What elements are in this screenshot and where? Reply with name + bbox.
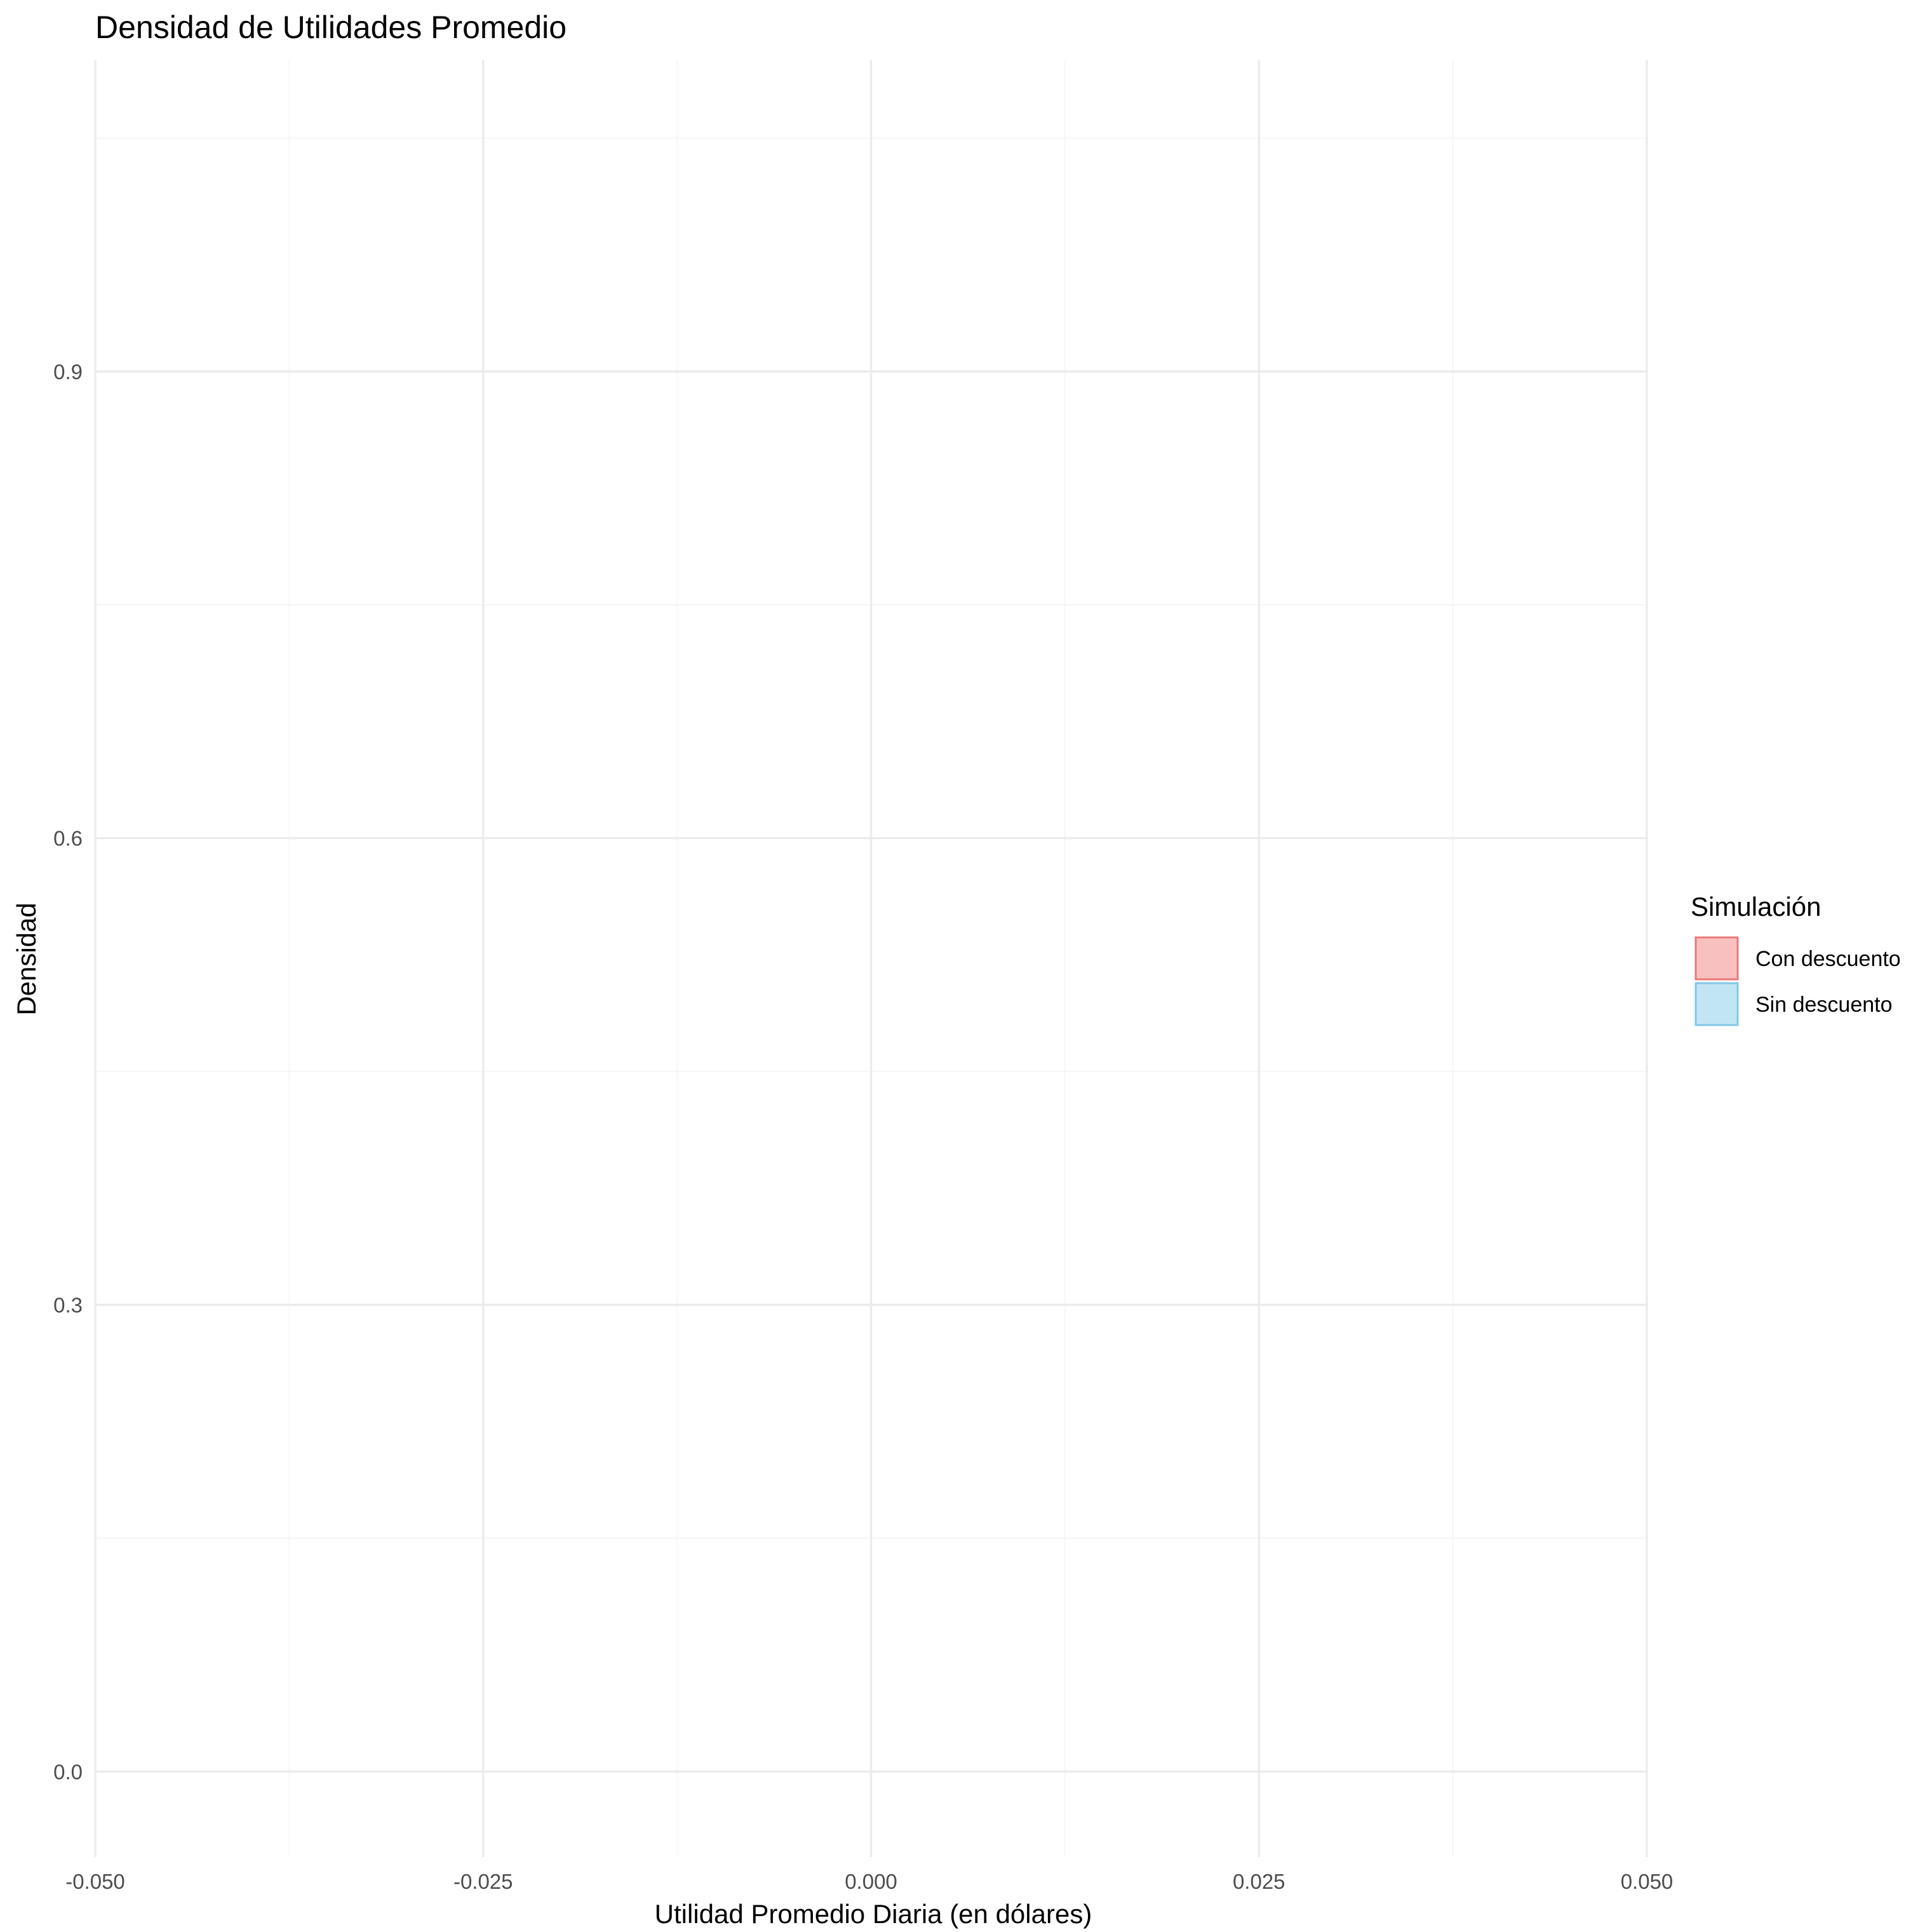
major-gridlines <box>94 60 1648 1857</box>
x-axis-ticks: -0.050 -0.025 0.000 0.025 0.050 <box>65 1870 1673 1893</box>
y-axis-title: Densidad <box>11 902 41 1015</box>
legend-key <box>1694 982 1739 1026</box>
x-tick-label: 0.050 <box>1621 1870 1674 1893</box>
y-tick-label: 0.9 <box>53 360 83 384</box>
x-tick-label: 0.000 <box>845 1870 897 1893</box>
legend-label: Con descuento <box>1755 947 1901 971</box>
chart-title: Densidad de Utilidades Promedio <box>95 10 567 45</box>
x-axis-title: Utilidad Promedio Diaria (en dólares) <box>655 1899 1092 1929</box>
legend-label: Sin descuento <box>1755 993 1893 1017</box>
y-tick-label: 0.6 <box>53 827 83 850</box>
y-axis-ticks: 0.0 0.3 0.6 0.9 <box>53 360 83 1783</box>
legend: Simulación Con descuento Sin descuento <box>1691 892 1901 1026</box>
y-tick-label: 0.3 <box>53 1293 83 1317</box>
x-tick-label: -0.025 <box>453 1870 513 1893</box>
x-tick-label: 0.025 <box>1233 1870 1285 1893</box>
legend-key <box>1694 936 1739 981</box>
x-tick-label: -0.050 <box>65 1870 125 1893</box>
legend-title: Simulación <box>1691 892 1821 922</box>
y-tick-label: 0.0 <box>53 1760 83 1783</box>
